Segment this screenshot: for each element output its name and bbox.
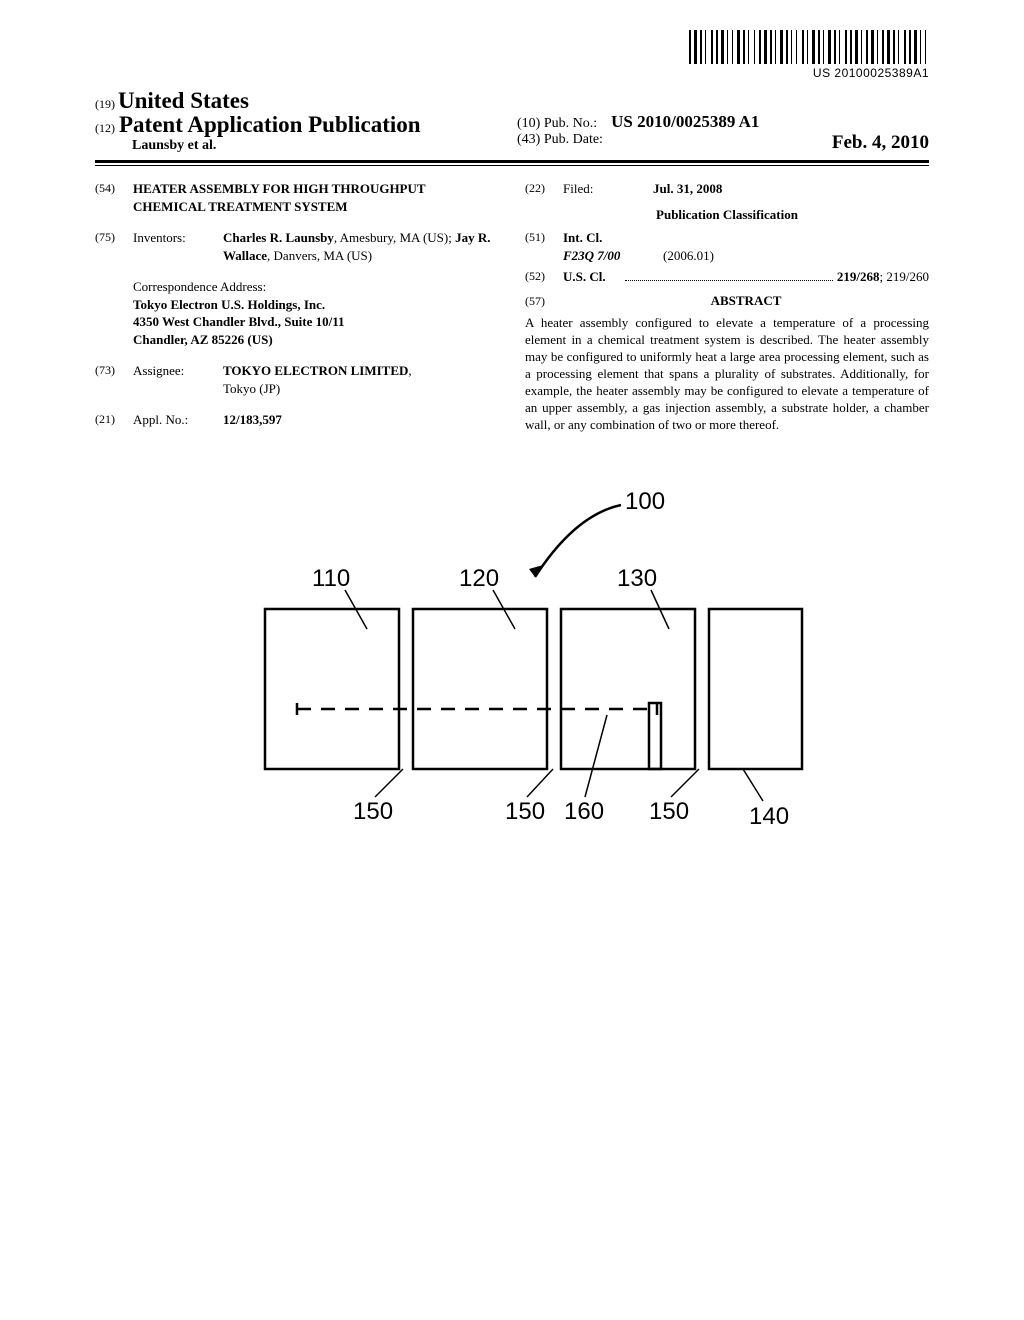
intcl-code: (51) [525,229,563,264]
rule-thin [95,165,929,166]
doc-type-line: (12) Patent Application Publication [95,112,507,138]
uscl-label: U.S. Cl. [563,268,621,286]
appl-label: Appl. No.: [133,411,223,429]
abstract-text: A heater assembly configured to elevate … [525,315,929,433]
inventor-1-name: Charles R. Launsby [223,230,334,245]
pub-date: Feb. 4, 2010 [832,132,929,154]
pub-num: US 2010/0025389 A1 [611,112,759,131]
authors: Launsby et al. [132,138,507,154]
uscl-dots [625,280,833,281]
rule-thick [95,160,929,163]
filed-code: (22) [525,180,563,198]
pub-date-code: (43) [517,132,540,147]
pub-num-code: (10) [517,116,540,131]
barcode: US 20100025389A1 [689,30,929,80]
svg-text:150: 150 [649,798,689,825]
doc-type-code: (12) [95,121,115,135]
pub-date-label: Pub. Date: [544,132,603,147]
assignee-row: (73) Assignee: TOKYO ELECTRON LIMITED, T… [95,362,499,397]
pub-class-head: Publication Classification [525,206,929,224]
barcode-section: US 20100025389A1 [95,30,929,82]
inventors-value: Charles R. Launsby, Amesbury, MA (US); J… [223,229,499,264]
title-row: (54) HEATER ASSEMBLY FOR HIGH THROUGHPUT… [95,180,499,215]
left-column: (54) HEATER ASSEMBLY FOR HIGH THROUGHPUT… [95,180,499,443]
svg-text:140: 140 [749,803,789,830]
assignee-loc: Tokyo (JP) [223,381,280,396]
appl-row: (21) Appl. No.: 12/183,597 [95,411,499,429]
appl-num: 12/183,597 [223,411,499,429]
header-right: (10) Pub. No.: US 2010/0025389 A1 (43) P… [507,112,929,154]
corr-street: 4350 West Chandler Blvd., Suite 10/11 [133,313,499,331]
header-left: (19) United States (12) Patent Applicati… [95,88,507,154]
pub-num-label: Pub. No.: [544,116,597,131]
svg-text:100: 100 [625,488,665,515]
right-column: (22) Filed: Jul. 31, 2008 Publication Cl… [525,180,929,443]
country-code: (19) [95,97,115,111]
filed-label: Filed: [563,180,653,198]
barcode-number: US 20100025389A1 [689,66,929,80]
inventors-label: Inventors: [133,229,223,264]
svg-text:110: 110 [312,565,350,592]
doc-type: Patent Application Publication [119,112,421,137]
corr-label: Correspondence Address: [133,278,499,296]
uscl-value: U.S. Cl. 219/268; 219/260 [563,268,929,286]
intcl-year: (2006.01) [663,247,714,265]
filed-date: Jul. 31, 2008 [653,180,929,198]
svg-text:130: 130 [617,565,657,592]
barcode-lines [689,30,929,64]
header-block: (19) United States (12) Patent Applicati… [95,88,929,154]
country-name: United States [118,88,249,113]
svg-text:150: 150 [505,798,545,825]
intcl-row: (51) Int. Cl. F23Q 7/00 (2006.01) [525,229,929,264]
intcl-class: F23Q 7/00 [563,247,663,265]
uscl-code: (52) [525,268,563,286]
pub-date-line: (43) Pub. Date: Feb. 4, 2010 [517,132,929,154]
svg-text:160: 160 [564,798,604,825]
intcl-value: Int. Cl. F23Q 7/00 (2006.01) [563,229,929,264]
correspondence-block: Correspondence Address: Tokyo Electron U… [133,278,499,348]
svg-text:120: 120 [459,565,499,592]
uscl-row: (52) U.S. Cl. 219/268; 219/260 [525,268,929,286]
svg-text:150: 150 [353,798,393,825]
title-code: (54) [95,180,133,215]
intcl-class-row: F23Q 7/00 (2006.01) [563,247,929,265]
corr-name: Tokyo Electron U.S. Holdings, Inc. [133,296,499,314]
two-column-body: (54) HEATER ASSEMBLY FOR HIGH THROUGHPUT… [95,180,929,443]
abstract-code: (57) [525,293,563,309]
inventors-code: (75) [95,229,133,264]
invention-title: HEATER ASSEMBLY FOR HIGH THROUGHPUT CHEM… [133,180,499,215]
filed-row: (22) Filed: Jul. 31, 2008 [525,180,929,198]
patent-figure: 100 110 120 130 150 150 160 150 140 [197,479,827,839]
assignee-code: (73) [95,362,133,397]
assignee-name: TOKYO ELECTRON LIMITED [223,363,408,378]
assignee-label: Assignee: [133,362,223,397]
abstract-section: (57) ABSTRACT A heater assembly configur… [525,292,929,434]
abstract-head: ABSTRACT [563,292,929,310]
assignee-value: TOKYO ELECTRON LIMITED, Tokyo (JP) [223,362,499,397]
intcl-label: Int. Cl. [563,229,929,247]
country-line: (19) United States [95,88,507,114]
inventors-row: (75) Inventors: Charles R. Launsby, Ames… [95,229,499,264]
corr-city: Chandler, AZ 85226 (US) [133,331,499,349]
appl-code: (21) [95,411,133,429]
uscl-classes: 219/268; 219/260 [837,268,929,286]
pub-num-line: (10) Pub. No.: US 2010/0025389 A1 [517,112,929,132]
